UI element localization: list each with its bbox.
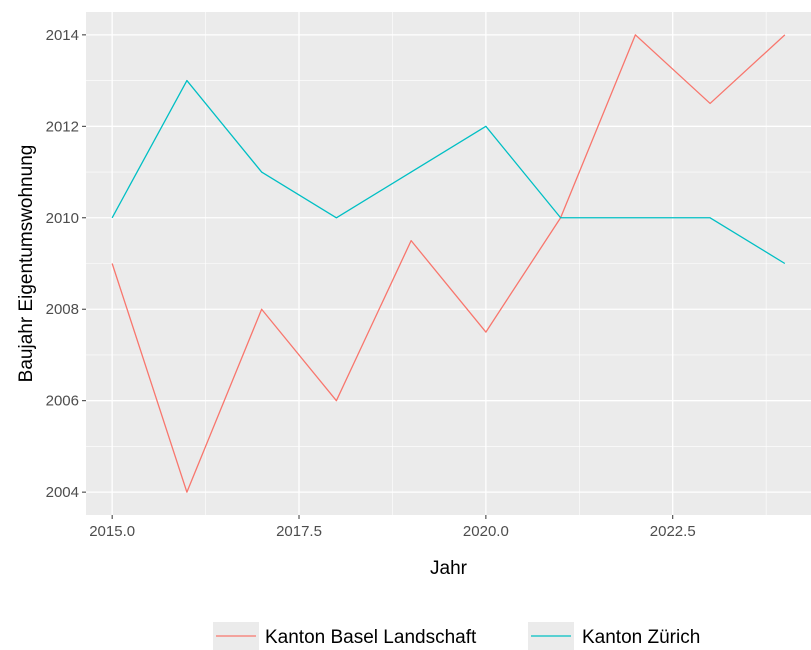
y-tick-label: 2008: [46, 301, 79, 318]
x-tick-label: 2020.0: [463, 523, 509, 540]
x-tick-label: 2017.5: [276, 523, 322, 540]
major-gridlines: [86, 12, 811, 515]
legend: Kanton Basel Landschaft Kanton Zürich: [213, 622, 700, 650]
y-tick-label: 2010: [46, 210, 79, 227]
legend-label-basel: Kanton Basel Landschaft: [265, 627, 477, 648]
legend-label-zurich: Kanton Zürich: [582, 627, 700, 648]
y-axis-ticks: 2004 2006 2008 2010 2012 2014: [46, 27, 86, 501]
y-tick-label: 2014: [46, 27, 79, 44]
y-tick-label: 2006: [46, 393, 79, 410]
series-line-zurich: [111, 79, 786, 265]
y-tick-label: 2012: [46, 118, 79, 135]
minor-gridlines: [86, 12, 811, 515]
y-axis-title: Baujahr Eigentumswohnung: [16, 145, 37, 383]
y-tick-label: 2004: [46, 484, 79, 501]
x-axis-title: Jahr: [430, 558, 468, 579]
series-lines: [111, 34, 786, 493]
x-axis-ticks: 2015.0 2017.5 2020.0 2022.5: [89, 515, 696, 540]
series-line-basel-landschaft: [111, 34, 786, 493]
x-tick-label: 2015.0: [89, 523, 135, 540]
x-tick-label: 2022.5: [650, 523, 696, 540]
